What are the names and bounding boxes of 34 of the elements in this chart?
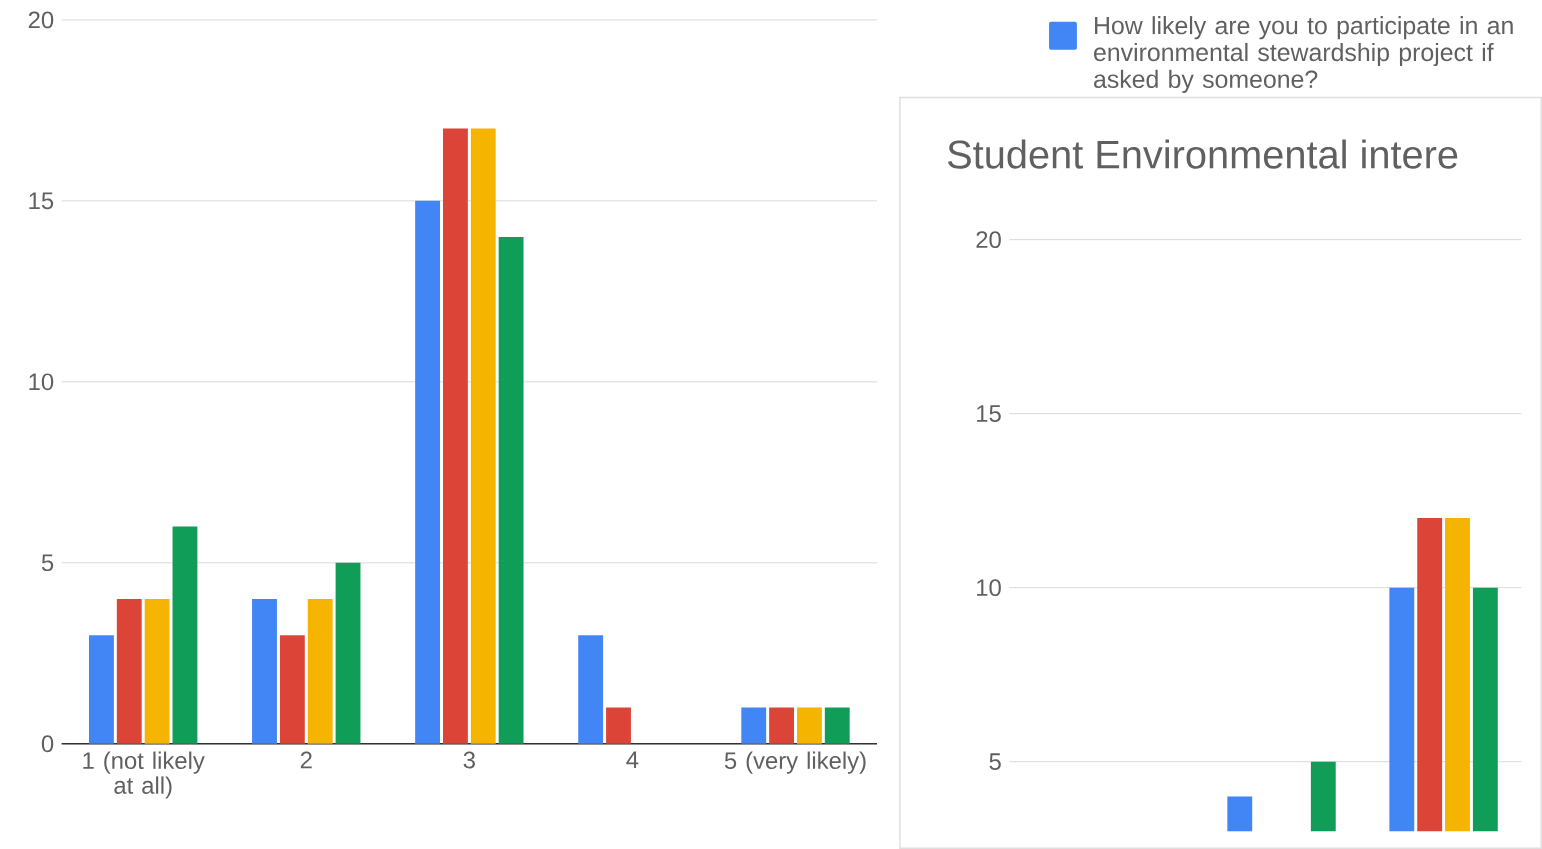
bar [415, 200, 441, 744]
y-tick-label: 20 [28, 11, 54, 29]
bar [252, 599, 277, 744]
bar [741, 707, 767, 744]
bar [498, 237, 524, 744]
bar [796, 707, 822, 744]
x-tick-label: 1 (not likely at all) [83, 751, 205, 799]
bar [89, 635, 114, 744]
x-tick-label: 2 [300, 751, 312, 769]
bar [144, 599, 170, 744]
bar [335, 562, 361, 744]
bar [578, 635, 604, 744]
y-tick-label: 5 [989, 753, 1001, 771]
x-tick-label: 4 [626, 751, 639, 768]
x-tick-label: 3 [463, 751, 475, 769]
y-tick-label: 20 [976, 231, 1001, 249]
y-tick-label: 15 [977, 405, 1001, 422]
bar [824, 707, 850, 744]
bar [470, 128, 496, 744]
y-tick-label: 5 [41, 554, 54, 572]
y-tick-label: 10 [29, 373, 54, 391]
bar [116, 599, 142, 744]
x-tick-label: 5 (very likely) [724, 751, 866, 774]
bar [279, 635, 305, 744]
y-tick-label: 10 [977, 579, 1001, 597]
y-tick-label: 0 [41, 735, 54, 753]
bar [606, 707, 631, 744]
bar [307, 599, 333, 744]
y-tick-label: 15 [29, 192, 54, 210]
bar [172, 526, 198, 744]
legend-label: How likely are you to participate in an environmental stewardship project if asked by someone? [1094, 16, 1513, 93]
chart-title: Student Environmental intere [947, 139, 1458, 169]
bar [442, 128, 468, 744]
bar [769, 707, 794, 744]
